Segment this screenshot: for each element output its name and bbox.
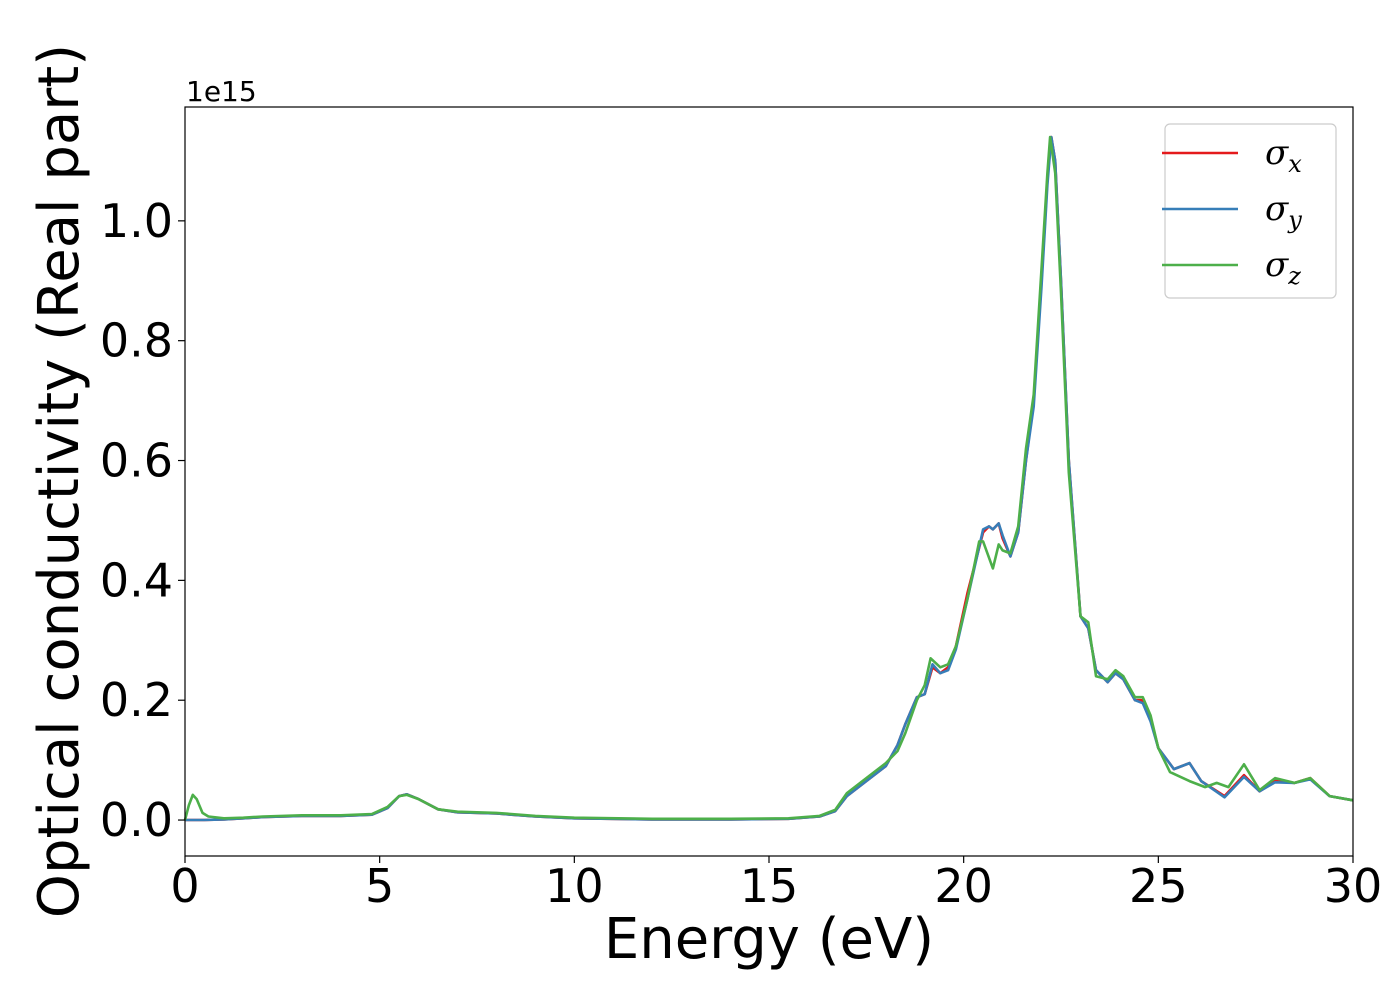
- y-offset-label: 1e15: [186, 75, 257, 108]
- y-tick-label: 0.0: [100, 793, 173, 847]
- y-tick-label: 0.4: [100, 553, 173, 607]
- legend: σx σy σz: [1162, 123, 1337, 299]
- legend-label-x: σx: [1265, 133, 1302, 178]
- legend-label-z: σz: [1265, 245, 1301, 290]
- y-tick-label: 1.0: [100, 194, 173, 248]
- x-tick-label: 10: [545, 859, 604, 913]
- x-tick-label: 25: [1129, 859, 1188, 913]
- y-axis-ticks: 0.0 0.2 0.4 0.6 0.8 1.0: [100, 194, 185, 847]
- plot-background: [185, 107, 1353, 856]
- legend-label-y: σy: [1265, 189, 1302, 234]
- series-layer: [183, 135, 1354, 822]
- x-axis-ticks: 0 5 10 15 20 25 30: [170, 856, 1382, 913]
- series-line-z: [183, 135, 1354, 821]
- x-axis-label: Energy (eV): [604, 907, 934, 972]
- x-tick-label: 30: [1324, 859, 1383, 913]
- x-tick-label: 0: [170, 859, 199, 913]
- x-tick-label: 20: [934, 859, 993, 913]
- y-tick-label: 0.2: [100, 673, 173, 727]
- y-axis-label: Optical conductivity (Real part): [27, 44, 92, 918]
- y-tick-label: 0.6: [100, 434, 173, 488]
- x-tick-label: 15: [740, 859, 799, 913]
- y-tick-label: 0.8: [100, 314, 173, 368]
- legend-box: [1164, 123, 1337, 299]
- x-tick-label: 5: [365, 859, 394, 913]
